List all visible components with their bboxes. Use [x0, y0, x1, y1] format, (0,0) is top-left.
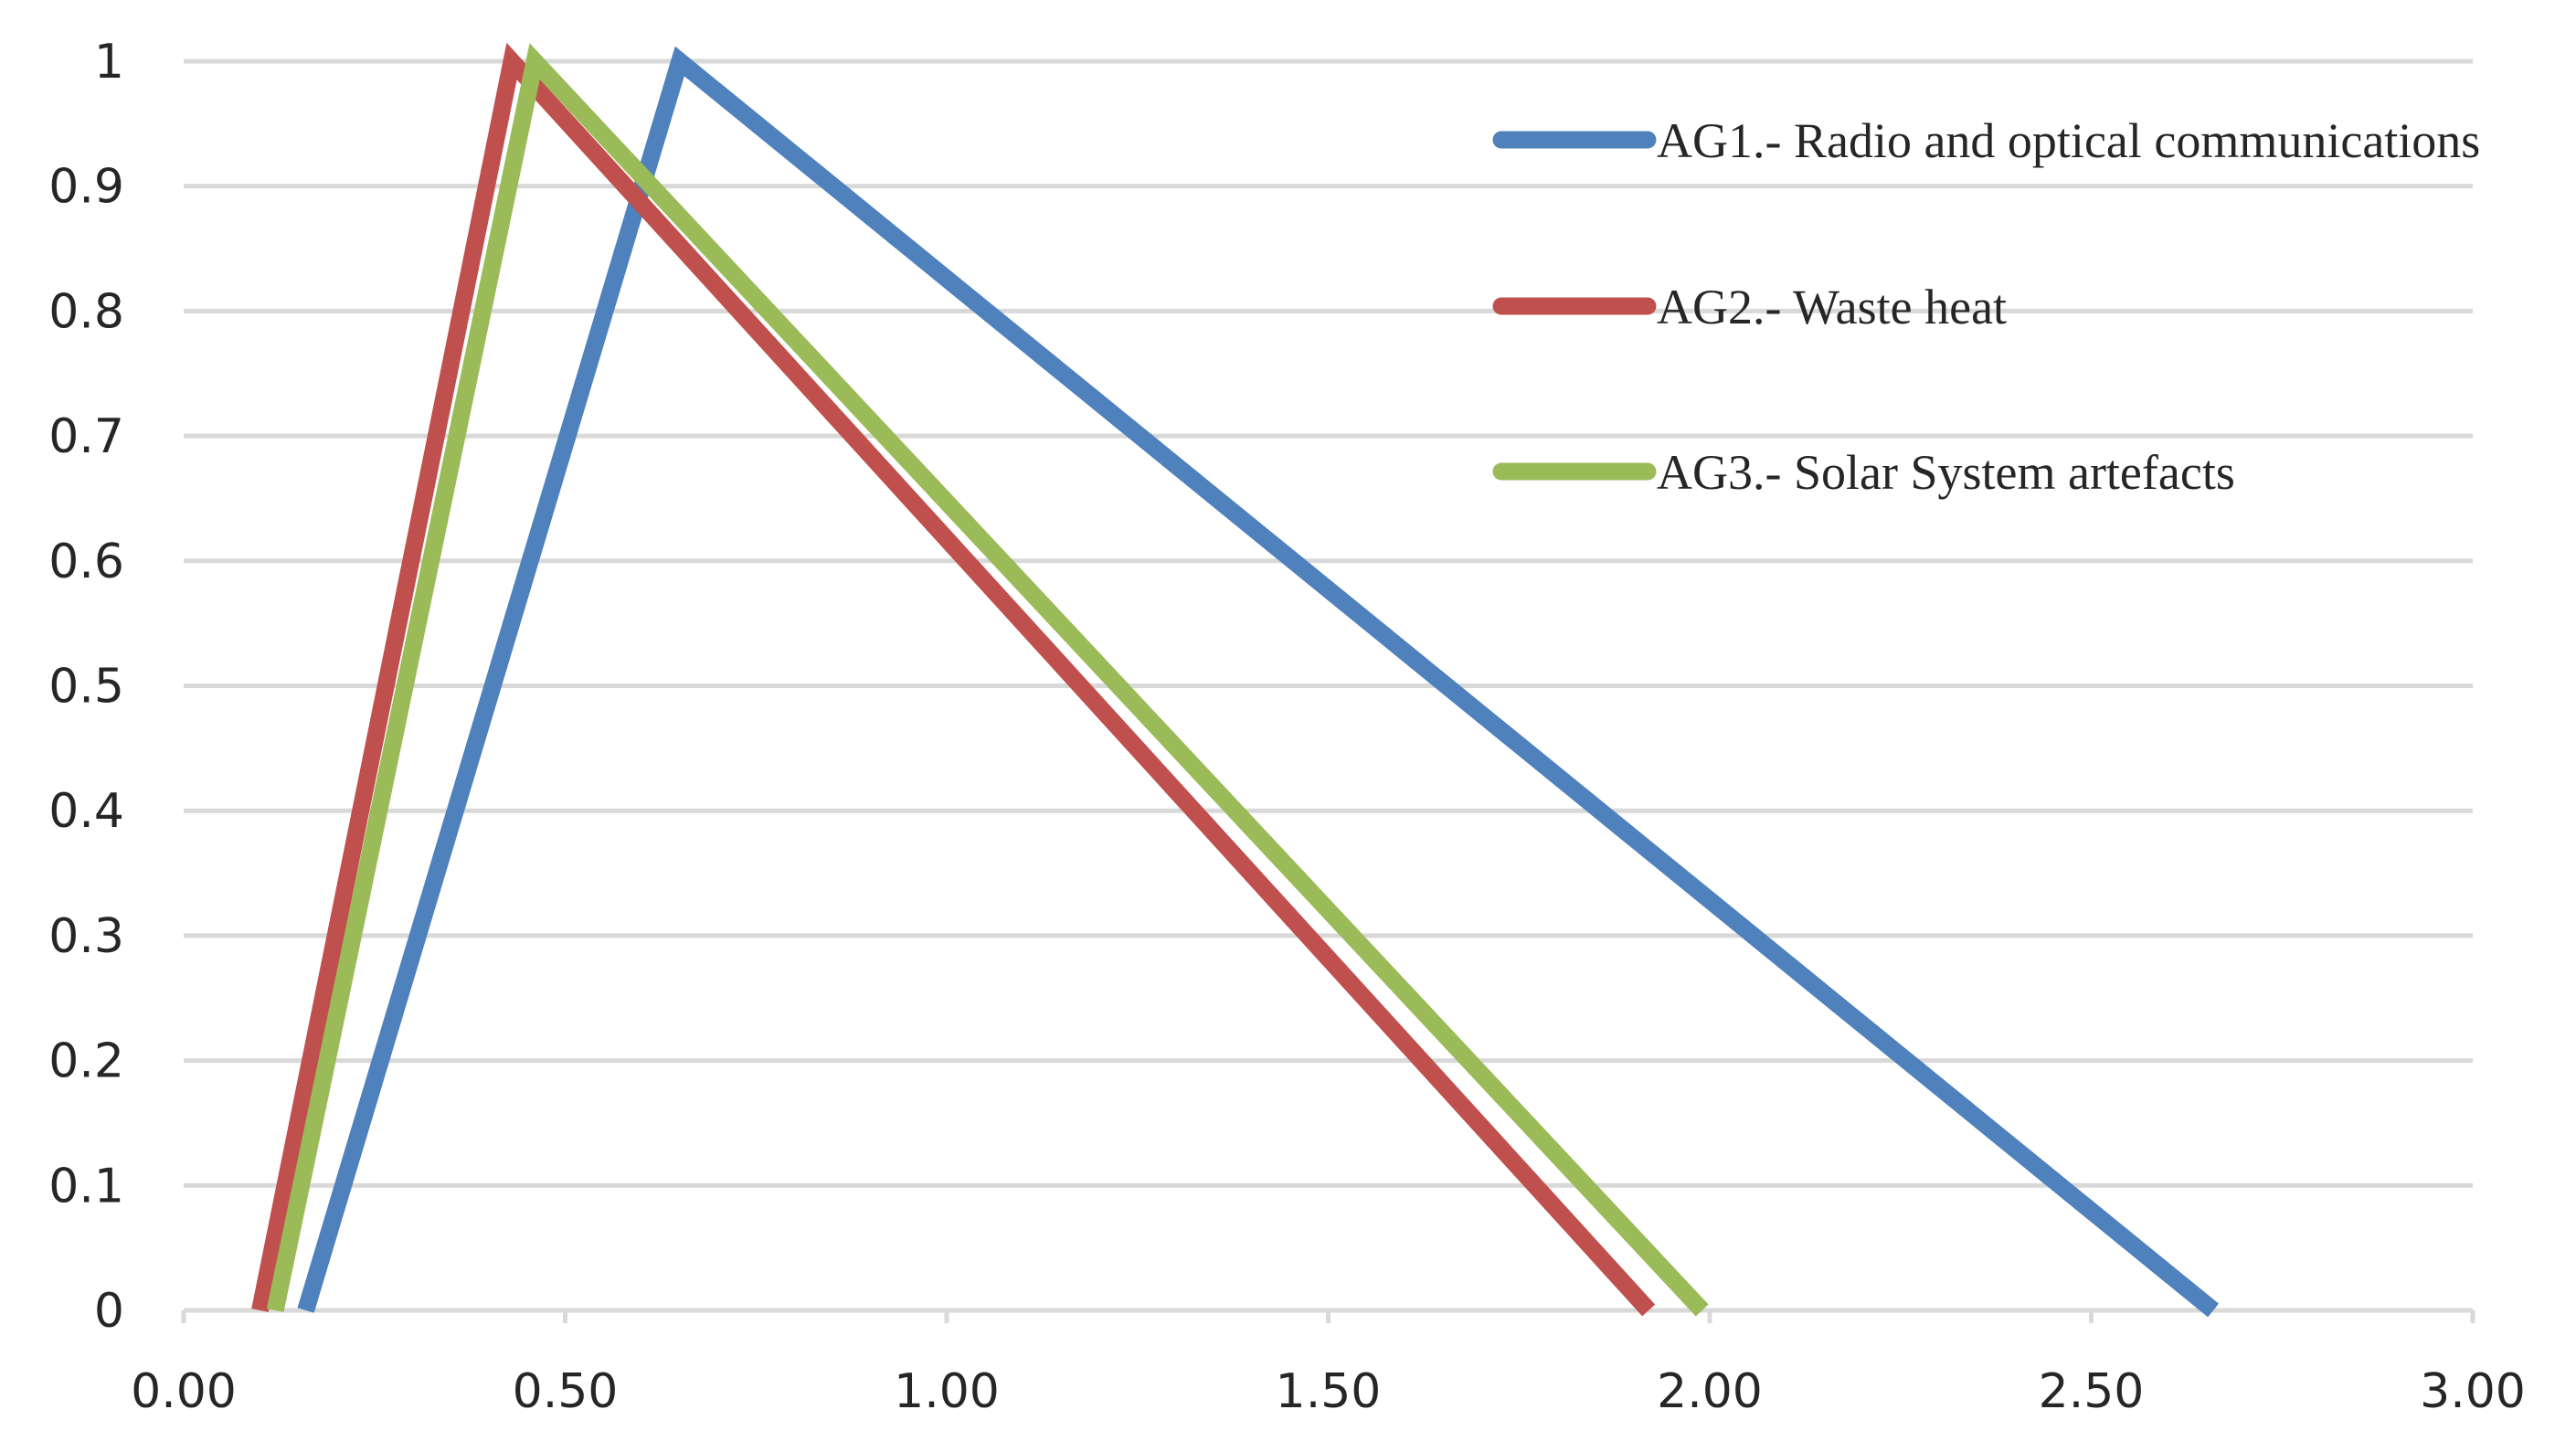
- y-tick-label: 0.3: [48, 909, 124, 964]
- series-lines: [251, 42, 2220, 1318]
- y-tick-label: 1: [94, 35, 124, 90]
- x-axis: [181, 1308, 2475, 1323]
- x-tick-label: 0.50: [513, 1364, 619, 1419]
- legend-label-ag3: AG3.- Solar System artefacts: [1657, 445, 2235, 500]
- x-tick-label: 3.00: [2420, 1364, 2526, 1419]
- gridlines: [184, 58, 2473, 1188]
- y-axis-tick-labels: 0 0.1 0.2 0.3 0.4 0.5 0.6 0.7 0.8 0.9 1: [48, 35, 124, 1339]
- x-tick-label: 1.00: [894, 1364, 1000, 1419]
- legend-label-ag1: AG1.- Radio and optical communications: [1657, 113, 2480, 168]
- y-tick-label: 0.7: [48, 409, 124, 464]
- y-tick-label: 0.9: [48, 160, 124, 215]
- legend-label-ag2: AG2.- Waste heat: [1657, 280, 2007, 334]
- y-tick-label: 0.6: [48, 535, 124, 589]
- y-tick-label: 0: [94, 1284, 124, 1339]
- y-tick-label: 0.4: [48, 784, 124, 839]
- x-tick-label: 2.00: [1657, 1364, 1763, 1419]
- x-tick-label: 1.50: [1276, 1364, 1382, 1419]
- y-tick-label: 0.5: [48, 660, 124, 715]
- legend: AG1.- Radio and optical communications AG…: [1492, 113, 2480, 500]
- y-tick-label: 0.8: [48, 284, 124, 339]
- x-tick-label: 0.00: [131, 1364, 237, 1419]
- x-tick-label: 2.50: [2039, 1364, 2145, 1419]
- series-line-ag3: [266, 43, 1709, 1317]
- y-tick-label: 0.2: [48, 1034, 124, 1089]
- series-line-ag1: [297, 46, 2220, 1318]
- y-tick-label: 0.1: [48, 1159, 124, 1214]
- x-axis-tick-labels: 0.00 0.50 1.00 1.50 2.00 2.50 3.00: [131, 1364, 2526, 1419]
- series-line-ag2: [251, 42, 1656, 1317]
